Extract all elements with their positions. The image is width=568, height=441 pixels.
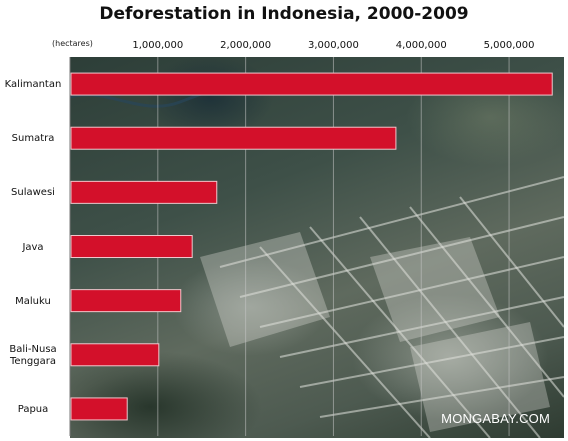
- x-tick-label: 5,000,000: [483, 40, 535, 51]
- category-label: Sulawesi: [11, 187, 55, 199]
- category-label: Maluku: [15, 295, 51, 307]
- category-label: Sumatra: [11, 133, 55, 145]
- category-label: Papua: [17, 403, 49, 415]
- category-label: Bali-Nusa Tenggara: [9, 343, 57, 367]
- category-label: Kalimantan: [4, 79, 62, 91]
- watermark: MONGABAY.COM: [441, 411, 550, 426]
- x-tick-label: 2,000,000: [220, 40, 272, 51]
- x-tick-label: 3,000,000: [307, 40, 359, 51]
- bar-bali-nusa-tenggara: [70, 343, 160, 367]
- category-label: Java: [22, 241, 44, 253]
- bar-maluku: [70, 289, 182, 313]
- bar-kalimantan: [70, 72, 553, 96]
- bar-papua: [70, 397, 128, 421]
- x-tick-label: 1,000,000: [132, 40, 184, 51]
- cleared-land-pattern: [70, 83, 564, 438]
- bar-sulawesi: [70, 180, 218, 204]
- x-axis-unit-label: (hectares): [52, 39, 93, 48]
- bar-sumatra: [70, 126, 397, 150]
- chart-title: Deforestation in Indonesia, 2000-2009: [99, 4, 469, 24]
- x-tick-label: 4,000,000: [395, 40, 447, 51]
- bar-java: [70, 235, 193, 258]
